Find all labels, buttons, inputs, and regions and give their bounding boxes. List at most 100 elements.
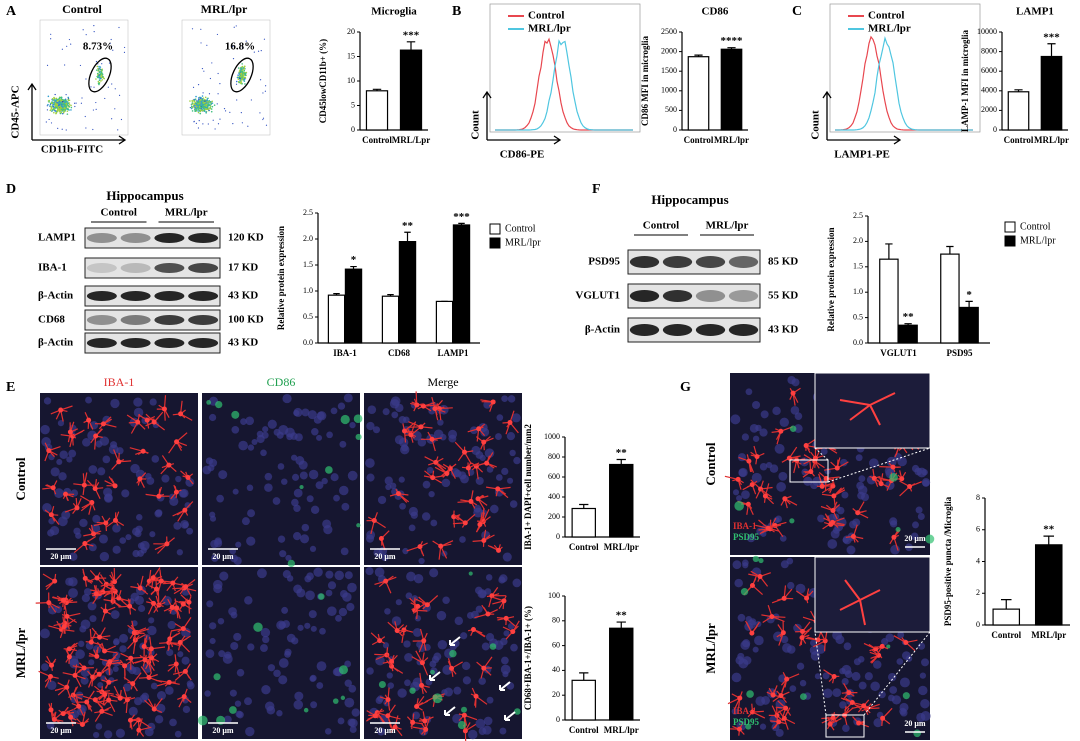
flow-dot [85, 78, 87, 80]
microglia-soma [746, 458, 752, 464]
flow-dot [204, 105, 206, 108]
nucleus [794, 412, 803, 420]
flow-dot [68, 105, 70, 108]
flow-dot [203, 108, 206, 110]
flow-dot [245, 40, 247, 42]
nucleus [66, 456, 73, 463]
microglia-process [412, 716, 431, 735]
microglia-soma [481, 439, 487, 445]
nucleus [408, 524, 416, 532]
nucleus [754, 635, 764, 646]
flow-dot [193, 98, 195, 101]
microglia-process [467, 628, 486, 638]
microglia-soma [395, 491, 401, 497]
axis-arrow [482, 90, 562, 145]
microglia-soma [131, 630, 137, 636]
microglia-process [104, 568, 122, 587]
microglia-soma [49, 662, 55, 668]
flow-dot [243, 65, 246, 68]
microglia-soma [183, 584, 189, 590]
microglia-process [62, 664, 86, 688]
nucleus [116, 447, 124, 455]
flow-dot [189, 100, 191, 102]
flow-dot [240, 72, 243, 75]
microglia-soma [148, 655, 154, 661]
nucleus [319, 627, 326, 635]
cd86-signal [514, 708, 521, 715]
microglia-process [419, 672, 430, 695]
microglia-process [54, 679, 72, 701]
legend-swatch [1004, 221, 1016, 233]
nucleus [261, 684, 271, 695]
nucleus [340, 547, 349, 556]
microglia-soma [182, 507, 188, 513]
flow-dot [85, 34, 87, 36]
flow-dot [241, 78, 244, 81]
nucleus [510, 643, 518, 652]
micro-content [365, 567, 522, 741]
zoom-line [814, 631, 931, 716]
flow-dot [60, 96, 63, 99]
flow-dot [194, 110, 197, 112]
nucleus [151, 455, 160, 463]
nucleus [366, 530, 376, 540]
flow-dot [191, 102, 194, 104]
flow-dot [56, 105, 58, 108]
nucleus [286, 575, 294, 582]
nucleus [382, 408, 390, 416]
bar [381, 295, 400, 344]
flow-dot [120, 118, 123, 121]
nucleus [344, 571, 353, 580]
arrow [449, 636, 461, 646]
flow-dot [100, 69, 102, 71]
nucleus [175, 475, 182, 483]
flow-dot [198, 120, 200, 122]
microglia-soma [106, 697, 112, 703]
nucleus [293, 504, 301, 512]
microglia-process [831, 705, 854, 726]
nucleus [454, 616, 464, 626]
nucleus [439, 433, 447, 441]
nucleus [495, 433, 502, 440]
nucleus [404, 679, 411, 687]
flow-gate [88, 57, 112, 93]
nucleus [842, 536, 849, 544]
nucleus [395, 403, 404, 413]
microglia-process [52, 595, 71, 608]
microglia-soma [137, 476, 143, 482]
microglia-soma [186, 599, 192, 605]
cd86-signal [340, 695, 346, 701]
microglia-soma [174, 439, 180, 445]
nucleus [817, 514, 825, 523]
scale-label: 20 μm [904, 719, 926, 728]
microglia-process [90, 428, 103, 450]
flow-dot [70, 43, 72, 45]
nucleus [58, 472, 67, 481]
microglia-soma [112, 588, 118, 594]
microglia-process [145, 411, 165, 431]
x-tick-label: MRL/lpr [604, 542, 639, 552]
microglia-soma [94, 653, 100, 659]
nucleus [145, 473, 152, 480]
nucleus [110, 398, 120, 409]
flow-dot [49, 105, 51, 107]
nucleus [209, 413, 217, 422]
nucleus [391, 616, 402, 626]
nucleus [344, 679, 352, 687]
microglia-process [486, 486, 511, 499]
microglia-process [170, 484, 182, 500]
microglia-process [820, 501, 841, 520]
microglia-process [424, 456, 447, 470]
microglia-process [771, 426, 793, 445]
flow-dot [193, 102, 195, 105]
nucleus [310, 505, 320, 515]
nucleus [236, 668, 245, 677]
flow-dot [201, 95, 204, 97]
legend-label: Control [1020, 221, 1051, 232]
nucleus [366, 667, 374, 675]
blot-band [120, 315, 151, 325]
cd86-signal [409, 687, 416, 694]
flow-dot [243, 80, 246, 82]
flow-dot [68, 38, 71, 41]
nucleus [920, 698, 930, 709]
